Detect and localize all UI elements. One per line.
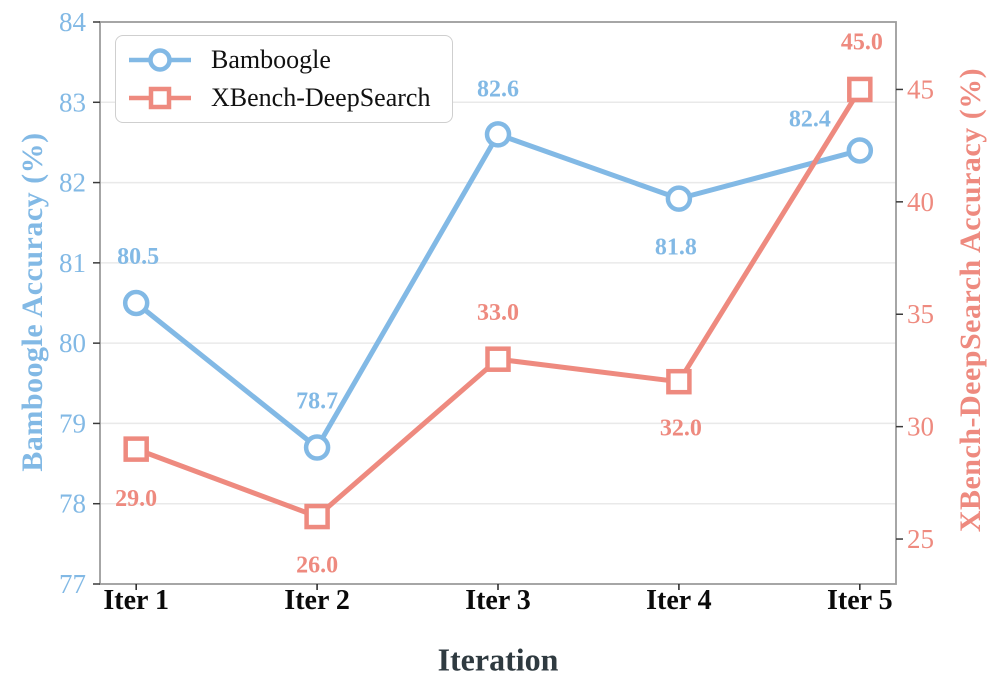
legend: Bamboogle XBench-DeepSearch <box>115 35 453 123</box>
left-tick-label: 81 <box>59 248 86 278</box>
data-point-label: 81.8 <box>655 235 697 261</box>
legend-label: Bamboogle <box>211 44 331 74</box>
series-line-bamboogle <box>133 131 863 451</box>
x-axis-title: Iteration <box>437 641 559 678</box>
legend-item-bamboogle: Bamboogle <box>116 45 452 75</box>
data-point-marker <box>303 434 331 461</box>
data-point-marker <box>485 346 511 372</box>
legend-item-xbench-deepsearch: XBench-DeepSearch <box>116 83 452 113</box>
data-point-marker <box>666 368 692 395</box>
data-point-label: 82.4 <box>789 106 831 132</box>
data-point-marker <box>846 137 874 164</box>
data-point-marker <box>665 185 693 212</box>
data-point-marker <box>847 76 873 103</box>
left-tick-label: 79 <box>59 408 86 438</box>
x-tick-label: Iter 4 <box>646 585 712 616</box>
right-tick-label: 45 <box>907 74 934 104</box>
right-tick-label: 40 <box>907 187 934 217</box>
data-point-label: 33.0 <box>477 300 519 326</box>
x-tick-label: Iter 2 <box>284 585 350 616</box>
data-point-marker <box>304 503 330 530</box>
legend-label: XBench-DeepSearch <box>211 83 431 113</box>
line-square-marker-icon <box>129 87 191 110</box>
data-point-label: 29.0 <box>115 486 157 512</box>
left-tick-label: 77 <box>59 569 86 599</box>
data-point-label: 26.0 <box>296 553 338 579</box>
data-point-marker <box>122 289 150 317</box>
left-tick-label: 78 <box>59 489 86 519</box>
x-tick-label: Iter 5 <box>827 585 893 616</box>
left-tick-label: 84 <box>59 7 87 37</box>
left-tick-label: 82 <box>59 168 86 198</box>
data-point-marker <box>484 121 512 148</box>
left-tick-label: 80 <box>59 328 86 358</box>
data-point-label: 78.7 <box>296 389 338 415</box>
right-tick-label: 25 <box>907 524 934 554</box>
right-tick-label: 30 <box>907 412 934 442</box>
data-point-label: 45.0 <box>841 29 883 55</box>
x-tick-label: Iter 1 <box>103 585 169 616</box>
data-point-label: 32.0 <box>660 416 702 442</box>
left-tick-label: 83 <box>59 87 86 117</box>
data-point-label: 80.5 <box>117 244 159 270</box>
line-circle-marker-icon <box>129 47 191 72</box>
right-axis-title: XBench-DeepSearch Accuracy (%) <box>954 67 987 533</box>
data-point-marker <box>123 436 149 462</box>
right-tick-label: 35 <box>907 299 934 329</box>
x-tick-label: Iter 3 <box>465 585 531 616</box>
data-point-label: 82.6 <box>477 76 519 102</box>
left-axis-title: Bamboogle Accuracy (%) <box>16 132 49 472</box>
